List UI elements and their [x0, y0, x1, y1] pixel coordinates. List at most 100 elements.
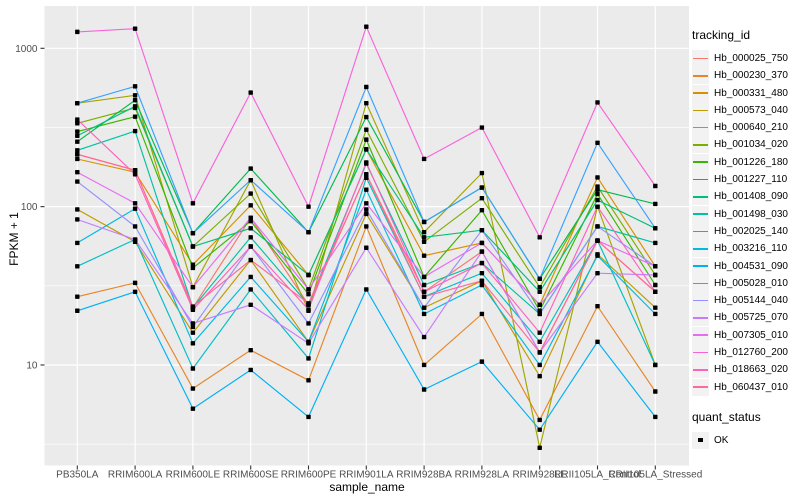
x-tick-label: RRIM928BA	[396, 470, 452, 481]
data-point	[364, 24, 369, 29]
legend-entry: Hb_005144_040	[692, 292, 800, 310]
data-point	[364, 287, 369, 292]
legend-line-icon	[693, 109, 708, 112]
data-point	[248, 257, 253, 263]
data-point	[595, 253, 600, 258]
legend-line-icon	[693, 144, 708, 146]
legend-entry-label: Hb_007305_010	[714, 329, 788, 341]
data-point	[248, 226, 253, 231]
x-axis-title: sample_name	[329, 480, 405, 494]
data-point	[364, 160, 369, 165]
data-point	[595, 191, 600, 197]
data-point	[595, 224, 600, 229]
y-axis-title: FPKM + 1	[7, 212, 21, 266]
x-tick-label: RRIM600LA	[108, 470, 163, 481]
data-point	[364, 101, 369, 106]
data-point	[595, 197, 600, 203]
legend-line-icon	[693, 386, 708, 388]
legend-entry: Hb_060437_010	[692, 378, 800, 396]
data-point	[421, 305, 427, 310]
legend-key	[692, 292, 709, 310]
data-point	[653, 362, 658, 368]
data-point	[75, 117, 80, 122]
legend-title-quant-status: quant_status	[692, 409, 761, 424]
data-point	[132, 128, 138, 134]
data-point	[479, 260, 485, 266]
legend-title-tracking-id: tracking_id	[692, 28, 751, 42]
data-point	[306, 321, 311, 326]
data-point	[306, 204, 311, 209]
legend-key	[692, 274, 709, 292]
legend-line-icon	[693, 369, 708, 371]
data-point	[537, 284, 542, 290]
legend-key	[692, 188, 709, 206]
data-point	[190, 307, 196, 313]
legend-entry-label: Hb_005028_010	[714, 277, 788, 289]
data-point	[132, 237, 138, 242]
y-tick-label: 1000	[15, 44, 38, 55]
data-point	[595, 339, 600, 345]
data-point	[75, 29, 80, 35]
data-point	[190, 244, 196, 249]
data-point	[479, 282, 485, 288]
legend-key	[692, 240, 709, 258]
data-point	[248, 367, 253, 373]
data-point	[421, 334, 427, 340]
data-point	[306, 291, 311, 297]
data-point	[248, 177, 253, 183]
legend-entry-label: Hb_002025_140	[714, 225, 788, 237]
data-point	[479, 227, 485, 233]
legend-line-icon	[693, 196, 708, 198]
data-point	[132, 201, 138, 206]
legend-entry-label: Hb_000331_480	[714, 87, 788, 99]
data-point	[595, 140, 600, 146]
data-point	[364, 84, 369, 90]
legend: tracking_id Hb_000025_750 Hb_000230_370 Hb…	[692, 28, 800, 449]
data-point	[421, 289, 427, 294]
data-point	[75, 240, 80, 246]
data-point	[75, 264, 80, 269]
data-point	[595, 238, 600, 243]
data-point	[190, 406, 196, 411]
legend-entry: Hb_004531_090	[692, 257, 800, 275]
x-tick-label: RRIM901LA	[339, 470, 394, 481]
legend-entry-label: Hb_005725_070	[714, 312, 788, 324]
data-point	[421, 156, 427, 162]
data-point	[364, 127, 369, 132]
data-point	[595, 204, 600, 209]
data-point	[653, 240, 658, 246]
legend-line-icon	[693, 92, 708, 94]
data-point	[248, 191, 253, 196]
data-point	[75, 101, 80, 106]
data-point	[421, 282, 427, 288]
data-point	[364, 207, 369, 212]
data-point	[653, 226, 658, 231]
data-point	[248, 347, 253, 353]
data-point	[479, 125, 485, 130]
data-point	[190, 321, 196, 326]
data-point	[132, 167, 138, 173]
data-point	[248, 166, 253, 171]
legend-line-icon	[693, 178, 708, 181]
data-point	[75, 308, 80, 313]
legend-entry-label: Hb_018663_020	[714, 364, 788, 376]
data-point	[132, 93, 138, 98]
x-tick-label: RRIM928LE	[512, 470, 567, 481]
data-point	[421, 294, 427, 299]
data-point	[595, 304, 600, 309]
data-point	[248, 218, 253, 224]
data-point	[537, 350, 542, 355]
data-point	[190, 366, 196, 371]
data-point	[132, 84, 138, 89]
legend-line-icon	[693, 334, 708, 337]
data-point	[421, 239, 427, 244]
data-point	[190, 201, 196, 206]
data-point	[248, 274, 253, 280]
legend-key	[692, 326, 709, 344]
legend-key	[692, 67, 709, 85]
data-point	[190, 324, 196, 330]
data-point	[537, 445, 542, 450]
legend-line-icon	[693, 317, 708, 319]
data-point	[537, 427, 542, 432]
legend-line-icon	[693, 247, 708, 250]
